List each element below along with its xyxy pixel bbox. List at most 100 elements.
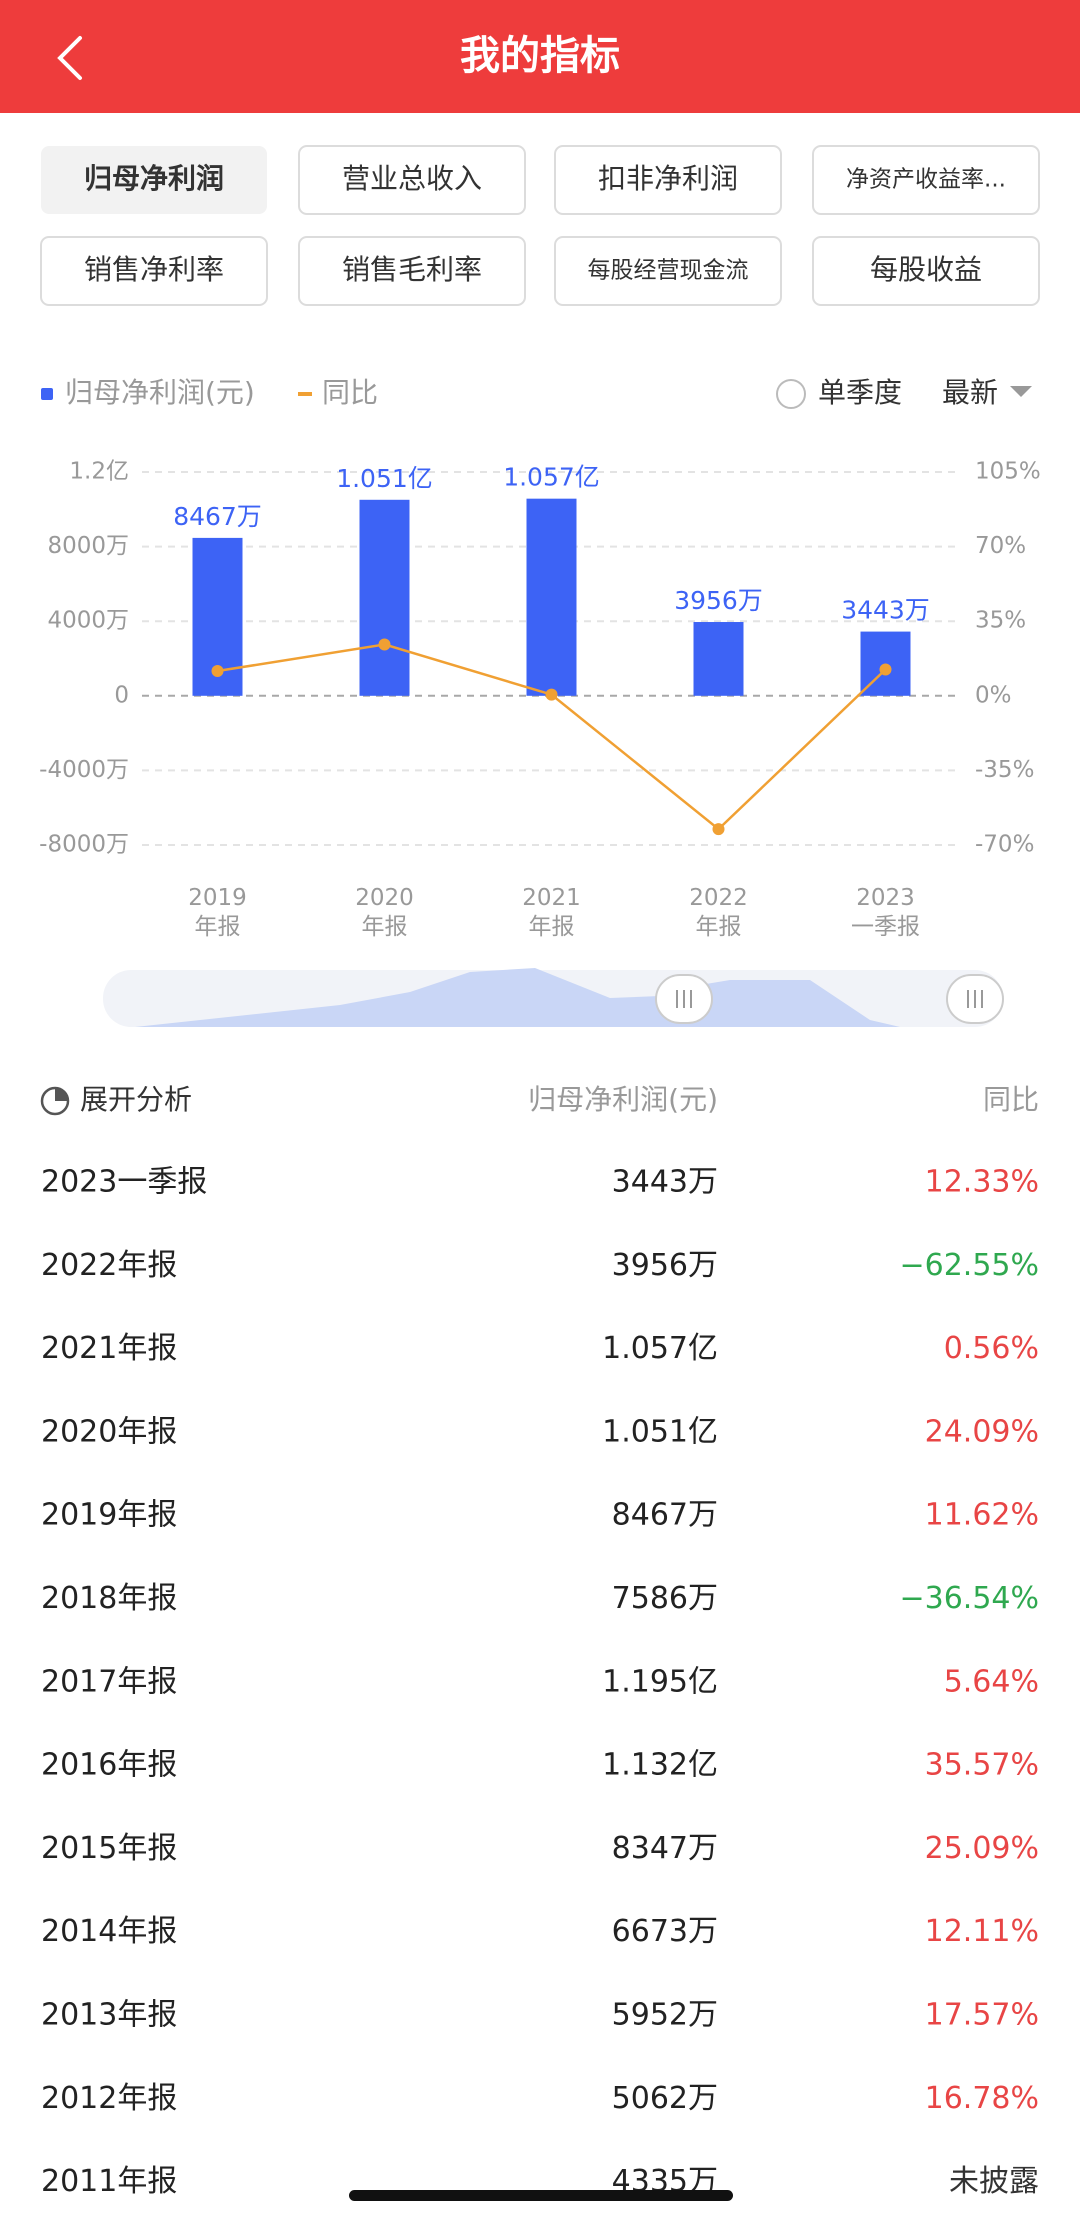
y2-tick-label: 70%	[975, 533, 1026, 559]
legend-label: 归母净利润(元)	[65, 376, 255, 409]
row-period[interactable]: 2015年报	[41, 1831, 177, 1866]
table-header: 同比	[983, 1083, 1039, 1116]
table-header: 归母净利润(元)	[528, 1083, 718, 1116]
y-tick-label: 4000万	[47, 608, 129, 634]
row-period[interactable]: 2022年报	[41, 1248, 177, 1283]
row-value: 5952万	[612, 1998, 718, 2033]
value-label: 3443万	[841, 596, 930, 625]
row-yoy: 11.62%	[925, 1498, 1039, 1533]
row-value: 1.132亿	[602, 1748, 718, 1783]
row-period[interactable]: 2023一季报	[41, 1165, 207, 1200]
row-period[interactable]: 2016年报	[41, 1748, 177, 1783]
table-header[interactable]: 展开分析	[80, 1083, 192, 1116]
row-value: 1.051亿	[602, 1414, 718, 1449]
row-yoy: −62.55%	[899, 1248, 1039, 1283]
tab-label[interactable]: 归母净利润	[84, 162, 224, 195]
tab-label[interactable]: 营业总收入	[342, 162, 482, 195]
row-yoy: 17.57%	[925, 1998, 1039, 2033]
tab[interactable]	[812, 236, 1040, 306]
value-label: 3956万	[674, 586, 763, 615]
tab[interactable]	[298, 145, 526, 215]
legend-swatch	[298, 392, 312, 396]
row-value: 1.195亿	[602, 1664, 718, 1699]
row-value: 3956万	[612, 1248, 718, 1283]
y2-tick-label: 105%	[975, 459, 1041, 485]
bar	[693, 622, 744, 696]
tab-label[interactable]: 销售毛利率	[342, 253, 482, 286]
analysis-icon[interactable]	[40, 1086, 70, 1116]
quarter-radio[interactable]	[776, 379, 806, 409]
row-yoy: 12.11%	[925, 1914, 1039, 1949]
home-indicator	[349, 2190, 733, 2201]
line-point	[378, 638, 391, 651]
tab-label[interactable]: 每股收益	[870, 253, 982, 286]
row-period[interactable]: 2013年报	[41, 1998, 177, 2033]
row-value: 5062万	[612, 2081, 718, 2116]
row-period[interactable]: 2014年报	[41, 1914, 177, 1949]
line-point	[545, 688, 558, 701]
quarter-toggle[interactable]: 单季度	[818, 376, 902, 409]
y-tick-label: -4000万	[39, 757, 129, 783]
row-value: 6673万	[612, 1914, 718, 1949]
x-tick-label: 2020 年报	[355, 885, 414, 940]
value-label: 1.051亿	[336, 464, 433, 493]
dropdown-arrow[interactable]	[1010, 386, 1032, 397]
y-tick-label: 1.2亿	[69, 459, 129, 485]
line-point	[879, 663, 892, 676]
row-period[interactable]: 2017年报	[41, 1664, 177, 1699]
tab[interactable]	[554, 236, 782, 306]
y2-tick-label: -35%	[975, 757, 1034, 783]
legend-label: 同比	[322, 376, 378, 409]
tab-label[interactable]: 销售净利率	[84, 253, 224, 286]
row-value: 7586万	[612, 1581, 718, 1616]
row-yoy: 35.57%	[925, 1748, 1039, 1783]
x-tick-label: 2019 年报	[188, 885, 247, 940]
value-label: 8467万	[173, 502, 262, 531]
x-tick-label: 2023 一季报	[851, 885, 920, 940]
tab[interactable]	[554, 145, 782, 215]
tab-label[interactable]: 每股经营现金流	[588, 258, 749, 284]
row-period[interactable]: 2018年报	[41, 1581, 177, 1616]
row-period[interactable]: 2011年报	[41, 2164, 177, 2199]
row-period[interactable]: 2012年报	[41, 2081, 177, 2116]
y-tick-label: -8000万	[39, 832, 129, 858]
bar	[526, 498, 577, 696]
row-value: 8467万	[612, 1498, 718, 1533]
header-title: 我的指标	[460, 33, 620, 79]
tab[interactable]	[41, 146, 267, 214]
y2-tick-label: 35%	[975, 608, 1026, 634]
row-yoy: −36.54%	[899, 1581, 1039, 1616]
row-period[interactable]: 2020年报	[41, 1414, 177, 1449]
row-yoy: 25.09%	[925, 1831, 1039, 1866]
y2-tick-label: 0%	[975, 682, 1012, 708]
row-value: 1.057亿	[602, 1331, 718, 1366]
slider-handle[interactable]	[946, 974, 1004, 1024]
row-yoy: 未披露	[949, 2164, 1039, 2199]
value-label: 1.057亿	[503, 463, 600, 492]
y2-tick-label: -70%	[975, 832, 1034, 858]
row-yoy: 16.78%	[925, 2081, 1039, 2116]
row-yoy: 5.64%	[944, 1664, 1039, 1699]
line-point	[211, 665, 224, 678]
bar	[359, 499, 410, 696]
y-tick-label: 0	[114, 682, 129, 708]
row-period[interactable]: 2019年报	[41, 1498, 177, 1533]
sort-dropdown[interactable]: 最新	[942, 376, 998, 409]
tab-label[interactable]: 净资产收益率...	[846, 167, 1006, 193]
row-value: 3443万	[612, 1165, 718, 1200]
tab-label[interactable]: 扣非净利润	[598, 162, 738, 195]
tab[interactable]	[298, 236, 526, 306]
header-bar	[0, 0, 1080, 113]
slider-handle[interactable]	[655, 974, 713, 1024]
x-tick-label: 2022 年报	[689, 885, 748, 940]
row-period[interactable]: 2021年报	[41, 1331, 177, 1366]
tab[interactable]	[812, 145, 1040, 215]
row-value: 8347万	[612, 1831, 718, 1866]
line-point	[712, 823, 725, 836]
row-yoy: 12.33%	[925, 1165, 1039, 1200]
tab[interactable]	[40, 236, 268, 306]
row-yoy: 24.09%	[925, 1414, 1039, 1449]
back-button[interactable]	[57, 36, 82, 80]
